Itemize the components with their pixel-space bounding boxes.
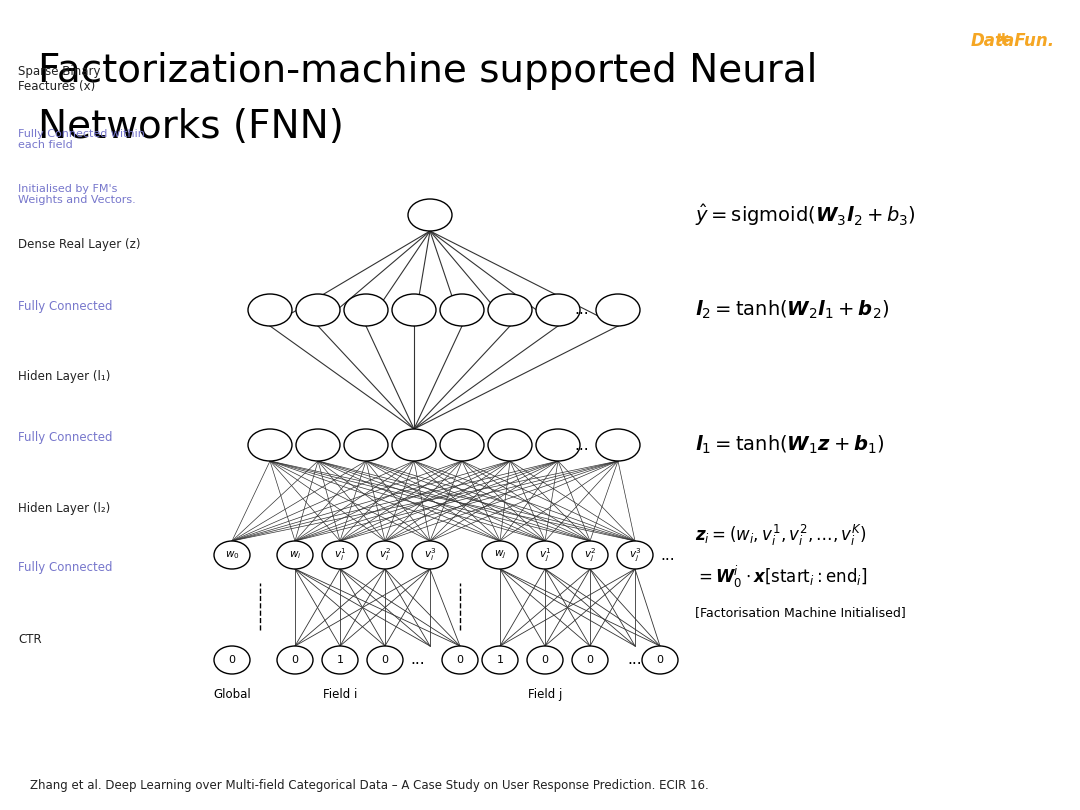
Text: Hiden Layer (l₂): Hiden Layer (l₂) [18, 502, 110, 515]
Text: 0: 0 [292, 655, 298, 665]
Text: CTR: CTR [18, 633, 42, 646]
Text: 0: 0 [457, 655, 463, 665]
Text: ...: ... [661, 548, 675, 562]
Ellipse shape [596, 294, 640, 326]
Text: 0: 0 [541, 655, 549, 665]
Text: $\boldsymbol{l}_1 = \tanh(\boldsymbol{W}_1\boldsymbol{z} + \boldsymbol{b}_1)$: $\boldsymbol{l}_1 = \tanh(\boldsymbol{W}… [696, 434, 885, 456]
Ellipse shape [488, 294, 532, 326]
Text: $\hat{y} = \mathrm{sigmoid}(\boldsymbol{W}_3\boldsymbol{l}_2 + b_3)$: $\hat{y} = \mathrm{sigmoid}(\boldsymbol{… [696, 202, 916, 228]
Ellipse shape [276, 541, 313, 569]
Ellipse shape [440, 429, 484, 461]
Ellipse shape [214, 646, 249, 674]
Text: Fully Connected: Fully Connected [18, 431, 112, 444]
Text: $\boldsymbol{z}_i = (w_i, v_i^1, v_i^2, \ldots, v_i^K)$: $\boldsymbol{z}_i = (w_i, v_i^1, v_i^2, … [696, 522, 866, 548]
Text: $\boldsymbol{l}_2 = \tanh(\boldsymbol{W}_2\boldsymbol{l}_1 + \boldsymbol{b}_2)$: $\boldsymbol{l}_2 = \tanh(\boldsymbol{W}… [696, 299, 889, 321]
Text: $v_j^3$: $v_j^3$ [629, 546, 642, 564]
Text: $= \boldsymbol{W}_0^i \cdot \boldsymbol{x}[\mathrm{start}_i : \mathrm{end}_i]$: $= \boldsymbol{W}_0^i \cdot \boldsymbol{… [696, 564, 868, 590]
Ellipse shape [527, 541, 563, 569]
Text: Hiden Layer (l₁): Hiden Layer (l₁) [18, 370, 110, 383]
Ellipse shape [367, 541, 403, 569]
Text: Networks (FNN): Networks (FNN) [38, 108, 343, 146]
Text: $v_i^3$: $v_i^3$ [423, 547, 436, 564]
Text: Initialised by FM's
Weights and Vectors.: Initialised by FM's Weights and Vectors. [18, 184, 136, 205]
Text: ...: ... [575, 302, 590, 318]
Text: Sparse Binary
Feactures (x): Sparse Binary Feactures (x) [18, 66, 100, 93]
Ellipse shape [248, 429, 292, 461]
Text: DataFun.: DataFun. [971, 32, 1055, 50]
Ellipse shape [536, 294, 580, 326]
Ellipse shape [482, 646, 518, 674]
Ellipse shape [248, 294, 292, 326]
Ellipse shape [572, 541, 608, 569]
Ellipse shape [296, 294, 340, 326]
Ellipse shape [442, 646, 478, 674]
Text: $v_i^2$: $v_i^2$ [379, 547, 391, 564]
Text: 1: 1 [337, 655, 343, 665]
Ellipse shape [408, 199, 453, 231]
Text: [Factorisation Machine Initialised]: [Factorisation Machine Initialised] [696, 607, 906, 620]
Text: 0: 0 [229, 655, 235, 665]
Text: $w_j$: $w_j$ [494, 549, 507, 561]
Ellipse shape [527, 646, 563, 674]
Ellipse shape [440, 294, 484, 326]
Text: 0: 0 [657, 655, 663, 665]
Ellipse shape [596, 429, 640, 461]
Text: Fully Connected within
each field: Fully Connected within each field [18, 129, 145, 150]
Ellipse shape [617, 541, 653, 569]
Text: $v_i^1$: $v_i^1$ [334, 547, 347, 564]
Ellipse shape [367, 646, 403, 674]
Text: ...: ... [575, 437, 590, 453]
Ellipse shape [345, 429, 388, 461]
Text: Dense Real Layer (z): Dense Real Layer (z) [18, 238, 140, 251]
Ellipse shape [214, 541, 249, 569]
Text: Factorization-machine supported Neural: Factorization-machine supported Neural [38, 52, 818, 90]
Text: Fully Connected: Fully Connected [18, 561, 112, 573]
Text: Field j: Field j [528, 688, 563, 701]
Ellipse shape [345, 294, 388, 326]
Text: 0: 0 [381, 655, 389, 665]
Text: ...: ... [410, 653, 426, 667]
Text: $v_j^2$: $v_j^2$ [584, 546, 596, 564]
Text: Global: Global [213, 688, 251, 701]
Text: $w_i$: $w_i$ [288, 549, 301, 561]
Text: 1: 1 [497, 655, 503, 665]
Text: $w_0$: $w_0$ [225, 549, 240, 561]
Ellipse shape [276, 646, 313, 674]
Text: Fully Connected: Fully Connected [18, 300, 112, 313]
Ellipse shape [642, 646, 678, 674]
Ellipse shape [392, 429, 436, 461]
Ellipse shape [411, 541, 448, 569]
Text: ...: ... [627, 653, 643, 667]
Ellipse shape [322, 646, 357, 674]
Ellipse shape [482, 541, 518, 569]
Ellipse shape [296, 429, 340, 461]
Ellipse shape [572, 646, 608, 674]
Text: 0: 0 [586, 655, 594, 665]
Ellipse shape [536, 429, 580, 461]
Ellipse shape [322, 541, 357, 569]
Ellipse shape [488, 429, 532, 461]
Text: $v_j^1$: $v_j^1$ [539, 546, 551, 564]
Ellipse shape [392, 294, 436, 326]
Text: Zhang et al. Deep Learning over Multi-field Categorical Data – A Case Study on U: Zhang et al. Deep Learning over Multi-fi… [30, 779, 708, 792]
Text: ✱: ✱ [997, 32, 1010, 47]
Text: Field i: Field i [323, 688, 357, 701]
